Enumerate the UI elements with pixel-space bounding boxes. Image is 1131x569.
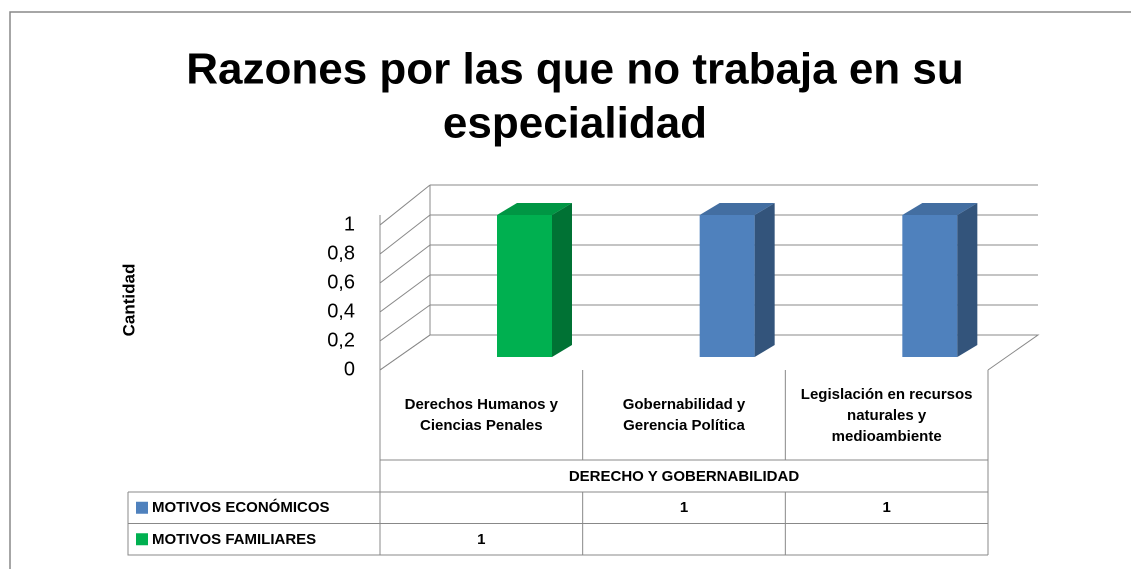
bar [497,215,552,357]
grid-line [379,244,431,284]
y-tick-label: 0,4 [327,300,355,322]
y-tick-label: 0,2 [327,329,355,351]
table-border [127,370,989,556]
grid-line [379,214,431,255]
x-tick-label: Legislación en recursos naturales y medi… [800,385,973,445]
y-tick-label: 0 [344,358,355,380]
table-value: 1 [882,499,891,517]
table-value [583,524,786,556]
bar-top [699,203,775,215]
y-tick-label: 0,6 [327,271,355,293]
grid-line [379,274,431,313]
grid-line [379,184,431,226]
bar-side [957,203,978,357]
y-tick-label: 1 [344,213,355,235]
table-value: 1 [477,530,486,548]
legend-label: MOTIVOS FAMILIARES [152,530,317,548]
legend-swatch [136,533,148,546]
bar-side [754,203,775,357]
group-label: DERECHO Y GOBERNABILIDAD [568,467,800,485]
table-value [380,492,583,524]
x-tick-label: Derechos Humanos y Ciencias Penales [404,396,559,434]
chart-title: Razones por las que no trabaja en su [186,45,964,94]
bar [902,215,958,357]
table-value: 1 [679,499,689,517]
bar-side [552,203,572,357]
bar-top [902,203,978,215]
table-value [785,524,988,556]
grid-line [379,304,431,342]
chart-title: especialidad [443,99,707,148]
bar [699,215,755,357]
frame [9,11,1131,569]
bar-top [497,203,572,215]
y-axis-title: Cantidad [119,264,138,337]
legend-swatch [136,501,148,514]
x-tick-label: Gobernabilidad y Gerencia Política [622,396,746,434]
legend-label: MOTIVOS ECONÓMICOS [152,499,330,517]
grid-line [379,334,431,371]
y-tick-label: 0,8 [327,242,355,264]
